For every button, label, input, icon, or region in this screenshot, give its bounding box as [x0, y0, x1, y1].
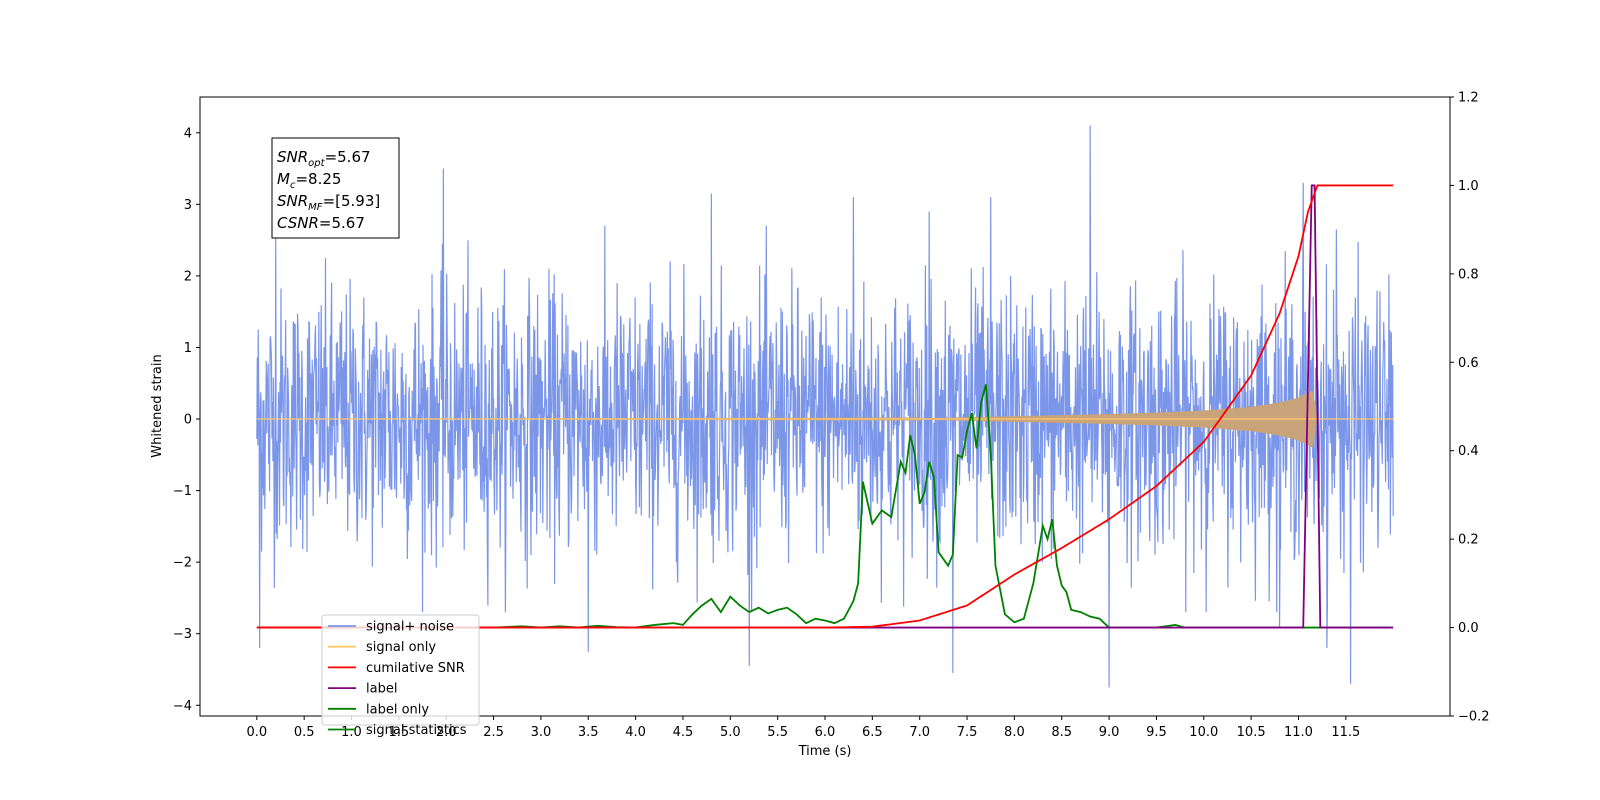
annotation-symbol: M: [277, 170, 290, 188]
legend-label: label: [366, 682, 397, 697]
annotation-value: =5.67: [325, 148, 371, 166]
annotation-symbol: SNR: [277, 148, 308, 166]
x-tick-label: 6.5: [862, 725, 883, 740]
y2-tick-label: 0.0: [1458, 621, 1479, 636]
annotation-line: SNRopt=5.67: [277, 148, 371, 169]
annotation-line: CSNR=5.67: [277, 214, 365, 232]
y2-axis-ticks: −0.2 0.0 0.2 0.4 0.6 0.8 1.0 1.2: [1450, 91, 1490, 725]
x-tick-label: 8.5: [1051, 725, 1072, 740]
y2-tick-label: 1.2: [1458, 91, 1479, 106]
legend-label: signal only: [366, 640, 436, 655]
x-tick-label: 4.5: [673, 725, 694, 740]
x-tick-label: 5.5: [767, 725, 788, 740]
x-tick-label: 1.0: [341, 725, 362, 740]
y2-tick-label: 0.4: [1458, 444, 1479, 459]
y-tick-label: −3: [173, 627, 192, 642]
y2-tick-label: 1.0: [1458, 179, 1479, 194]
x-tick-label: 11.0: [1284, 725, 1313, 740]
y2-tick-label: 0.6: [1458, 356, 1479, 371]
y-tick-label: 2: [184, 269, 192, 284]
series-label: [256, 184, 1394, 629]
x-tick-label: 1.5: [389, 725, 410, 740]
y-tick-label: −2: [173, 556, 192, 571]
annotation-value: =5.67: [319, 214, 365, 232]
x-axis-ticks: 0.0 0.5 1.0 1.5 2.0 2.5 3.0 3.5 4.0 4.5 5.0 5.5 6.0 6…: [246, 716, 1360, 740]
x-tick-label: 9.0: [1099, 725, 1120, 740]
annotation-subscript: c: [290, 180, 296, 191]
x-tick-label: 2.0: [436, 725, 457, 740]
x-tick-label: 10.0: [1189, 725, 1218, 740]
x-tick-label: 2.5: [483, 725, 504, 740]
plot-area: [256, 125, 1394, 688]
annotation-subscript: opt: [308, 158, 325, 169]
legend-label: label only: [366, 702, 429, 717]
y-tick-label: 0: [184, 413, 192, 428]
y-tick-label: 1: [184, 341, 192, 356]
y2-tick-label: 0.8: [1458, 267, 1479, 282]
y2-tick-label: −0.2: [1458, 710, 1490, 725]
legend-label: signal statistics: [366, 723, 467, 738]
annotation-symbol: CSNR: [277, 214, 319, 232]
y-tick-label: 4: [184, 126, 192, 141]
annotation-line: Mc=8.25: [277, 170, 341, 191]
y-tick-label: −4: [173, 699, 192, 714]
annotation-value: =8.25: [295, 170, 341, 188]
x-tick-label: 9.5: [1146, 725, 1167, 740]
x-tick-label: 4.0: [625, 725, 646, 740]
x-tick-label: 8.0: [1004, 725, 1025, 740]
x-tick-label: 3.5: [578, 725, 599, 740]
series-signal-plus-noise: [256, 125, 1394, 688]
x-tick-label: 10.5: [1237, 725, 1266, 740]
x-tick-label: 0.0: [246, 725, 267, 740]
x-tick-label: 0.5: [294, 725, 315, 740]
y-axis-label: Whitened strain: [150, 354, 165, 457]
annotation-symbol: SNR: [277, 192, 308, 210]
annotation-subscript: MF: [308, 202, 323, 213]
x-tick-label: 7.0: [909, 725, 930, 740]
annotation-frame: [271, 137, 400, 239]
legend: signal+ noise signal only cumilative SNR la…: [321, 614, 480, 738]
y-axis-ticks: −4 −3 −2 −1 0 1 2 3 4: [173, 126, 200, 714]
x-tick-label: 11.5: [1331, 725, 1360, 740]
x-tick-label: 3.0: [531, 725, 552, 740]
legend-label: cumilative SNR: [366, 661, 465, 676]
x-tick-label: 5.0: [720, 725, 741, 740]
y2-tick-label: 0.2: [1458, 533, 1479, 548]
x-tick-label: 6.0: [815, 725, 836, 740]
y-tick-label: 3: [184, 198, 192, 213]
annotation-value: =[5.93]: [323, 192, 381, 210]
x-tick-label: 7.5: [957, 725, 978, 740]
y-tick-label: −1: [173, 484, 192, 499]
legend-frame: [321, 614, 480, 726]
x-axis-label: Time (s): [798, 744, 852, 759]
series-signal-statistics: [256, 384, 1389, 629]
annotation-line: SNRMF=[5.93]: [277, 192, 380, 213]
legend-label: signal+ noise: [366, 620, 454, 635]
